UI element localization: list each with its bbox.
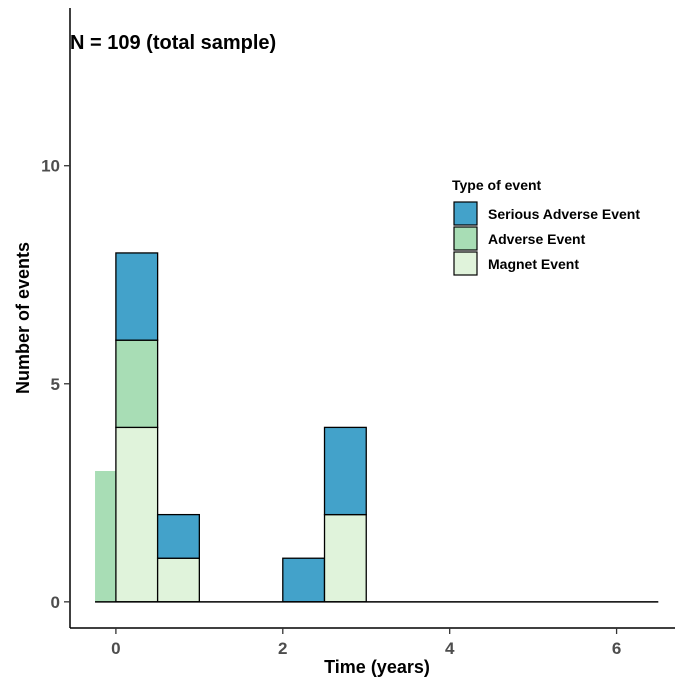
y-tick-label: 0 — [51, 593, 60, 612]
y-tick-label: 5 — [51, 375, 60, 394]
bar-serious-adverse-event-2 — [156, 513, 200, 559]
x-axis-title: Time (years) — [324, 657, 430, 677]
legend-swatch-adverse-event — [453, 226, 478, 251]
bar-adverse-event-0 — [95, 471, 116, 602]
bar-serious-adverse-event-3 — [282, 557, 326, 603]
y-tick-label: 10 — [41, 157, 60, 176]
x-tick-label: 2 — [278, 639, 287, 658]
legend-title: Type of event — [452, 177, 542, 193]
legend-label-magnet-event: Magnet Event — [488, 256, 579, 272]
legend-label-serious-adverse-event: Serious Adverse Event — [488, 206, 640, 222]
bar-magnet-event-1 — [115, 426, 159, 603]
bar-serious-adverse-event-4 — [323, 426, 367, 516]
legend-label-adverse-event: Adverse Event — [488, 231, 586, 247]
bar-adverse-event-1 — [115, 339, 159, 429]
legend-swatch-serious-adverse-event — [453, 201, 478, 226]
x-tick-label: 4 — [445, 639, 455, 658]
bar-serious-adverse-event-1 — [115, 252, 159, 341]
sample-size-annotation: N = 109 (total sample) — [70, 32, 276, 54]
bar-magnet-event-4 — [323, 513, 367, 603]
legend-swatch-magnet-event — [453, 251, 478, 276]
x-tick-label: 6 — [612, 639, 621, 658]
y-axis-title: Number of events — [13, 242, 33, 394]
bar-magnet-event-2 — [156, 557, 200, 603]
legend: Type of event Serious Adverse Event Adver… — [452, 177, 640, 276]
x-tick-label: 0 — [111, 639, 120, 658]
